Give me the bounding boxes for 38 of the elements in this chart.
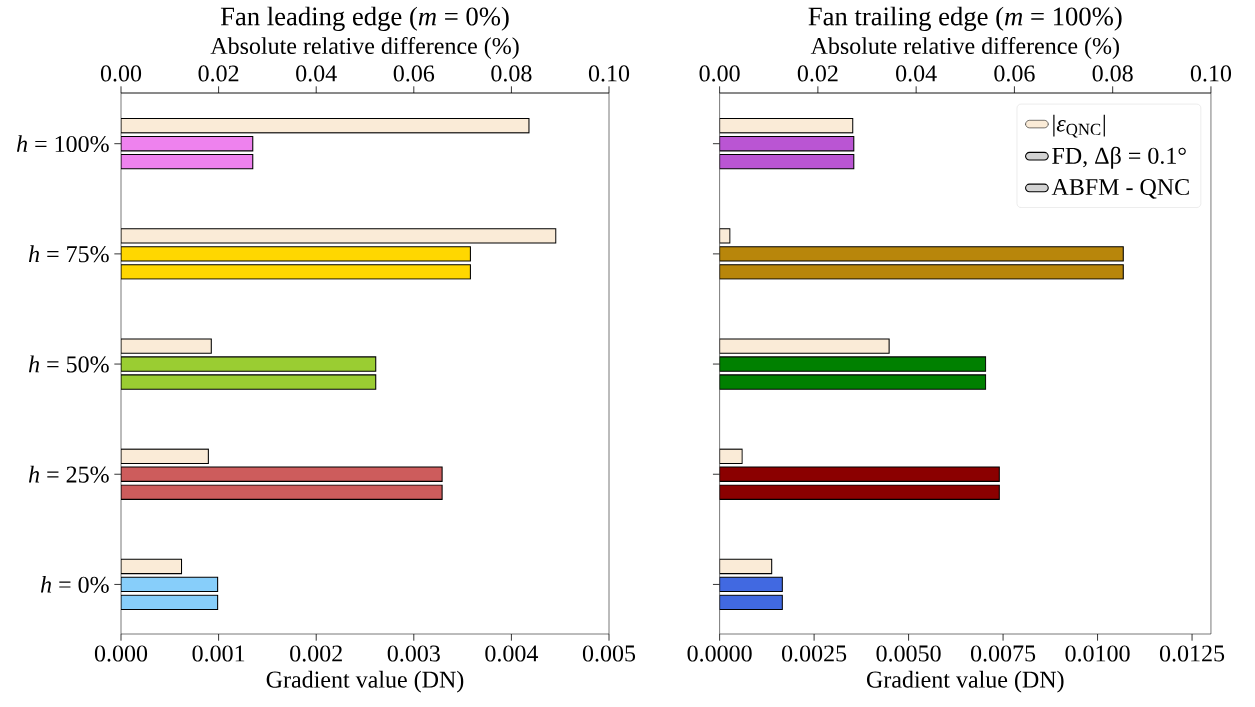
x2-tick-label: 0.10 xyxy=(1190,65,1232,82)
x-axis-title: Gradient value (DN) xyxy=(866,670,1064,693)
x-tick-label: 0.0100 xyxy=(1065,645,1130,662)
y-tick-label: h = 25% xyxy=(28,465,109,483)
x-tick-label: 0.0075 xyxy=(970,645,1036,662)
x-tick-label: 0.004 xyxy=(485,645,539,662)
legend-label: |ε$_{QNC}$| xyxy=(1053,114,1105,138)
y-tick-label: h = 50% xyxy=(28,355,109,373)
legend-label: ABFM - QNC xyxy=(1051,178,1189,199)
x-tick-label: 0.0025 xyxy=(782,645,847,662)
x2-tick-label: 0.10 xyxy=(588,65,630,82)
x-tick-label: 0.002 xyxy=(290,645,342,662)
x-tick-label: 0.0125 xyxy=(1159,645,1225,662)
chart-title: Fan leading edge (m = 0%) xyxy=(220,6,509,31)
x2-tick-label: 0.08 xyxy=(491,65,532,82)
x2-tick-label: 0.04 xyxy=(896,65,937,82)
x2-tick-label: 0.08 xyxy=(1092,65,1133,82)
y-tick-label: h = 75% xyxy=(28,245,109,263)
x2-tick-label: 0.04 xyxy=(296,65,337,82)
y-tick-label: h = 100% xyxy=(16,135,109,153)
x-tick-label: 0.0000 xyxy=(687,645,752,662)
y-tick-label: h = 0% xyxy=(40,575,109,593)
x2-tick-label: 0.06 xyxy=(393,65,435,82)
x2-tick-label: 0.00 xyxy=(100,65,142,82)
chart-title: Fan trailing edge (m = 100%) xyxy=(808,6,1122,31)
x2-tick-label: 0.02 xyxy=(797,65,838,82)
x-tick-label: 0.000 xyxy=(94,645,148,662)
x-axis-title: Gradient value (DN) xyxy=(266,670,464,693)
x2-tick-label: 0.00 xyxy=(699,65,740,82)
x2-tick-label: 0.06 xyxy=(994,65,1035,82)
x-tick-label: 0.0050 xyxy=(876,645,941,662)
x2-axis-title: Absolute relative difference (%) xyxy=(210,36,519,59)
legend-label: FD, Δβ = 0.1° xyxy=(1052,146,1186,169)
x-tick-label: 0.003 xyxy=(387,645,440,662)
x2-tick-label: 0.02 xyxy=(198,65,239,82)
x2-axis-title: Absolute relative difference (%) xyxy=(810,36,1119,59)
x-tick-label: 0.005 xyxy=(582,645,636,662)
x-tick-label: 0.001 xyxy=(192,645,245,662)
